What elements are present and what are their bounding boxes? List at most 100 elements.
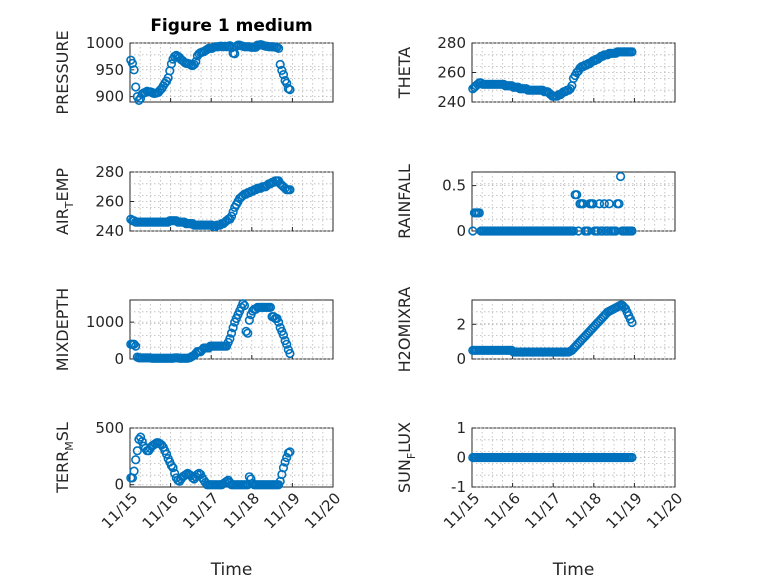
data-point [226, 211, 237, 221]
data-point [572, 190, 582, 200]
y-tick-label: 1000 [86, 34, 124, 52]
data-point [627, 317, 637, 328]
y-tick-label: 280 [95, 163, 124, 181]
data-point [131, 82, 141, 92]
data-point [283, 448, 293, 458]
data-point [273, 43, 284, 53]
series-markers [126, 299, 295, 363]
data-point [280, 457, 290, 467]
data-point [588, 199, 598, 209]
data-point [129, 65, 139, 75]
x-axis-label: Time [552, 560, 595, 580]
series-markers [468, 300, 637, 357]
data-point [228, 323, 238, 333]
data-point [226, 328, 237, 338]
series-markers [126, 40, 295, 105]
x-tick-label: 11/17 [179, 489, 222, 532]
data-point [627, 226, 637, 236]
y-axis-label: RAINFALL [395, 164, 414, 239]
y-tick-label: 0 [456, 449, 466, 467]
subplot-7: -10111/1511/1611/1711/1811/1911/20SUNFLU… [395, 419, 686, 580]
data-point [131, 455, 141, 465]
y-tick-label: 0 [114, 350, 124, 368]
data-point [627, 47, 637, 57]
data-point [278, 330, 289, 340]
y-axis-label: TERRMSL [53, 422, 76, 494]
x-tick-label: 11/19 [602, 489, 645, 532]
data-point [129, 339, 139, 349]
y-tick-label: 0 [456, 222, 466, 240]
y-tick-label: 260 [95, 193, 124, 211]
x-tick-label: 11/18 [220, 489, 263, 532]
y-tick-label: 900 [95, 88, 124, 106]
data-point [474, 208, 484, 218]
x-tick-label: 11/19 [260, 489, 303, 532]
data-point [273, 317, 284, 327]
series-markers [126, 176, 295, 232]
series-markers [468, 171, 637, 236]
data-point [168, 463, 178, 473]
subplot-2: 240 260 280 AIRTEMP [53, 163, 334, 240]
y-tick-label: 280 [437, 34, 466, 52]
data-point [161, 449, 172, 459]
chart-title: Figure 1 medium [150, 16, 312, 36]
data-point [132, 446, 142, 456]
data-point [225, 334, 235, 344]
data-point [285, 447, 295, 457]
subplot-4: 0 1000 MIXDEPTH [53, 288, 334, 371]
y-tick-label: 0.5 [442, 177, 466, 195]
data-point [131, 341, 141, 351]
y-axis-label: PRESSURE [53, 30, 72, 114]
data-point [275, 59, 285, 70]
series-markers [468, 47, 637, 101]
data-point [241, 326, 251, 336]
y-tick-label: 950 [95, 61, 124, 79]
data-point [282, 339, 292, 349]
x-tick-label: 11/20 [301, 489, 344, 532]
data-point [285, 185, 295, 195]
subplot-1: 240 260 280 THETA [395, 34, 676, 111]
data-point [568, 226, 579, 236]
data-point [265, 302, 276, 312]
data-point [285, 348, 295, 359]
data-point [129, 466, 139, 476]
data-point [615, 171, 626, 182]
data-point [285, 85, 295, 95]
data-point [277, 65, 287, 75]
x-tick-label: 11/15 [98, 489, 141, 532]
y-tick-label: 1000 [86, 313, 124, 331]
data-point [228, 207, 238, 217]
y-tick-label: 500 [95, 419, 124, 437]
y-tick-label: 240 [437, 93, 466, 111]
grid [130, 42, 333, 102]
y-tick-label: 0 [456, 350, 466, 368]
data-point [243, 328, 253, 338]
data-point [599, 199, 609, 209]
y-axis-label: MIXDEPTH [53, 288, 72, 371]
data-point [614, 199, 624, 209]
data-point [278, 463, 289, 473]
y-axis-label: AIRTEMP [53, 168, 76, 235]
y-tick-label: 0 [114, 476, 124, 494]
y-tick-label: 240 [95, 222, 124, 240]
y-axis-label: SUNFLUX [395, 422, 418, 493]
y-tick-label: 260 [437, 64, 466, 82]
data-point [239, 300, 250, 311]
data-point [244, 315, 254, 325]
data-point [627, 452, 637, 463]
y-axis-label: H2OMIXRA [395, 287, 414, 373]
data-point [191, 57, 201, 67]
subplot-3: 0 0.5 RAINFALL [395, 164, 676, 240]
y-tick-label: 1 [456, 419, 466, 437]
y-tick-label: 2 [456, 315, 466, 333]
x-tick-label: 11/16 [481, 489, 524, 532]
y-tick-label: -1 [451, 478, 466, 496]
data-point [127, 58, 138, 68]
x-tick-label: 11/17 [521, 489, 564, 532]
x-tick-label: 11/18 [562, 489, 605, 532]
data-point [166, 59, 177, 69]
subplot-5: 0 2 H2OMIXRA [395, 287, 676, 373]
series-markers [468, 452, 637, 463]
